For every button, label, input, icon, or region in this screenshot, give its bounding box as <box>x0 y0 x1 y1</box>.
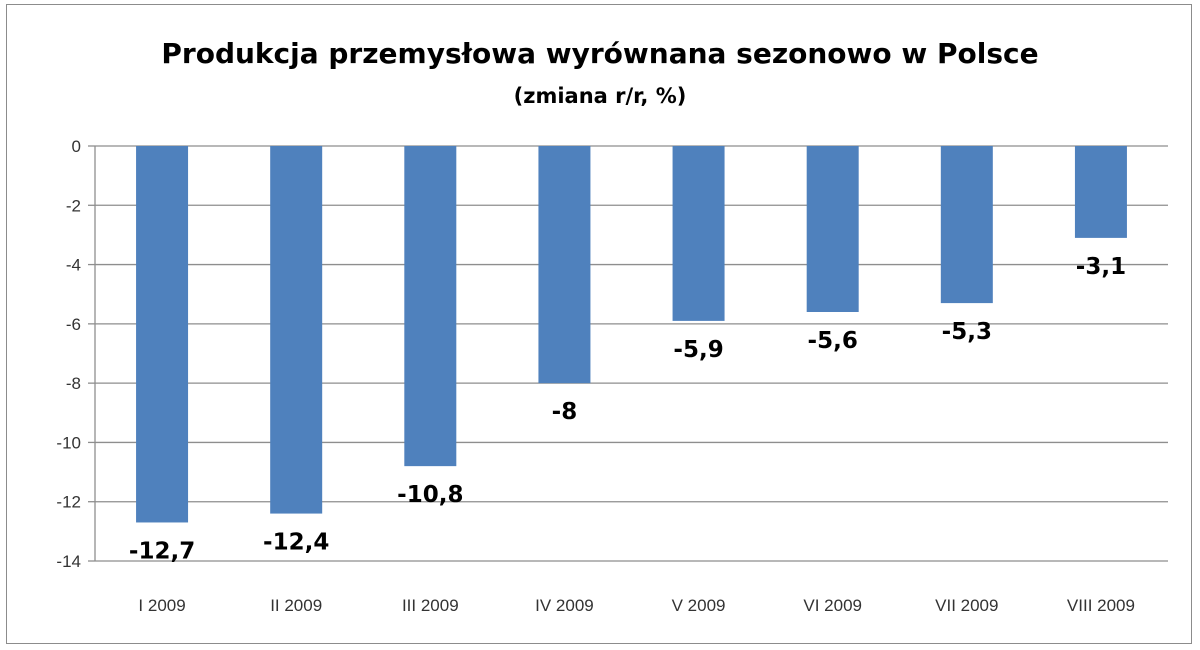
x-tick-label: VIII 2009 <box>1067 596 1135 615</box>
data-label: -5,6 <box>808 328 858 354</box>
gridlines <box>88 145 1168 562</box>
bar <box>136 146 189 523</box>
data-label: -12,7 <box>129 538 195 564</box>
x-tick-label: III 2009 <box>402 596 459 615</box>
data-label: -8 <box>552 399 578 425</box>
bar <box>672 146 725 321</box>
x-axis-ticks: I 2009 II 2009 III 2009 IV 2009 V 2009 VI 200… <box>138 596 1135 615</box>
data-label: -5,3 <box>942 319 992 345</box>
chart-title: Produkcja przemysłowa wyrównana sezonowo… <box>161 37 1038 70</box>
x-tick-label: VI 2009 <box>803 596 862 615</box>
data-label: -10,8 <box>397 482 463 508</box>
bar <box>538 146 591 384</box>
bar <box>1074 146 1127 238</box>
bar <box>270 146 323 514</box>
y-axis-ticks: 0 -2 -4 -6 -8 -10 -12 -14 <box>56 137 81 571</box>
data-labels: -12,7 -12,4 -10,8 -8 -5,9 -5,6 -5,3 -3,1 <box>129 254 1126 565</box>
y-tick-label: -12 <box>56 493 81 512</box>
y-tick-label: -2 <box>66 196 81 215</box>
y-tick-label: -10 <box>56 433 81 452</box>
y-tick-label: -8 <box>66 374 81 393</box>
x-tick-label: V 2009 <box>672 596 726 615</box>
y-tick-label: -4 <box>66 256 81 275</box>
bar <box>940 146 993 304</box>
x-tick-label: I 2009 <box>138 596 185 615</box>
y-tick-label: -6 <box>66 315 81 334</box>
chart-subtitle: (zmiana r/r, %) <box>514 84 687 108</box>
data-label: -3,1 <box>1076 254 1126 280</box>
x-tick-label: IV 2009 <box>535 596 594 615</box>
data-label: -12,4 <box>263 530 329 556</box>
y-tick-label: -14 <box>56 552 81 571</box>
bar-series <box>136 146 1127 523</box>
bar <box>806 146 859 312</box>
x-tick-label: II 2009 <box>270 596 322 615</box>
y-tick-label: 0 <box>72 137 81 156</box>
bar <box>404 146 457 467</box>
data-label: -5,9 <box>673 337 723 363</box>
x-tick-label: VII 2009 <box>935 596 998 615</box>
